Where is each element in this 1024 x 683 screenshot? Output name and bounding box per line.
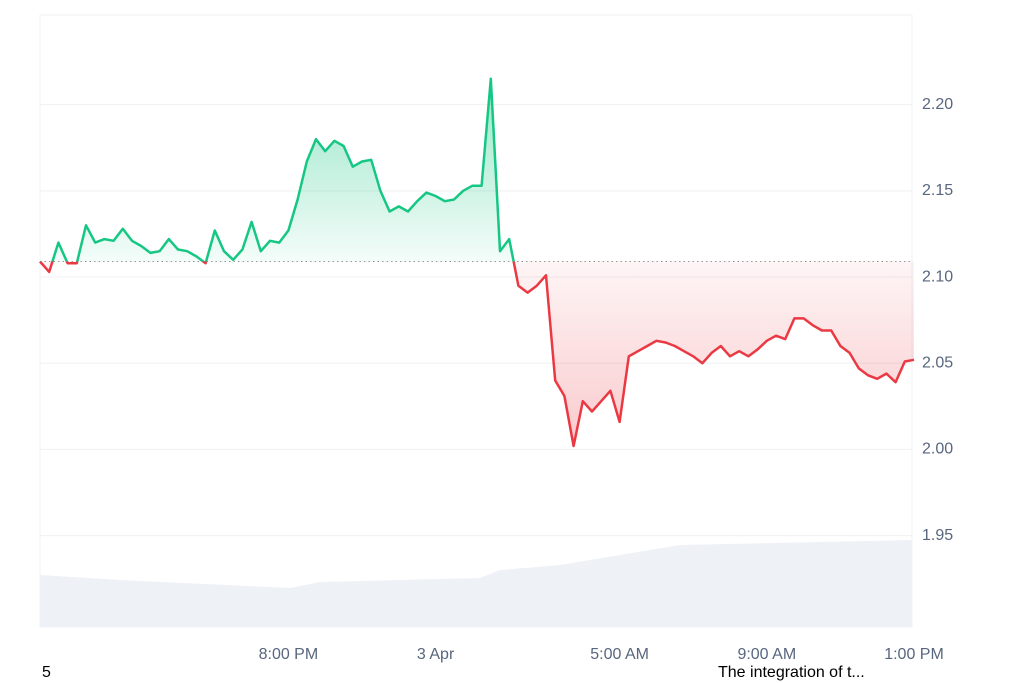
y-tick-label: 2.20 <box>922 96 953 113</box>
volume-area <box>40 540 912 627</box>
x-tick-label: 1:00 PM <box>884 646 944 663</box>
x-tick-label: 5:00 AM <box>590 646 649 663</box>
price-area <box>40 78 914 447</box>
y-tick-label: 1.95 <box>922 527 953 544</box>
marks: 2.20 2.15 2.10 2.05 2.00 1.95 8:00 PM 3 Apr 5:00… <box>39 77 953 663</box>
y-tick-label: 2.15 <box>922 182 953 199</box>
x-tick-label: 8:00 PM <box>259 646 319 663</box>
news-left: 5 <box>42 664 51 681</box>
y-tick-label: 2.05 <box>922 354 953 371</box>
x-tick-label: 9:00 AM <box>737 646 796 663</box>
news-right: The integration of t... <box>718 664 865 681</box>
y-tick-label: 2.10 <box>922 268 953 285</box>
x-tick-label: 3 Apr <box>417 646 455 663</box>
y-tick-label: 2.00 <box>922 441 953 458</box>
price-line <box>39 77 915 448</box>
